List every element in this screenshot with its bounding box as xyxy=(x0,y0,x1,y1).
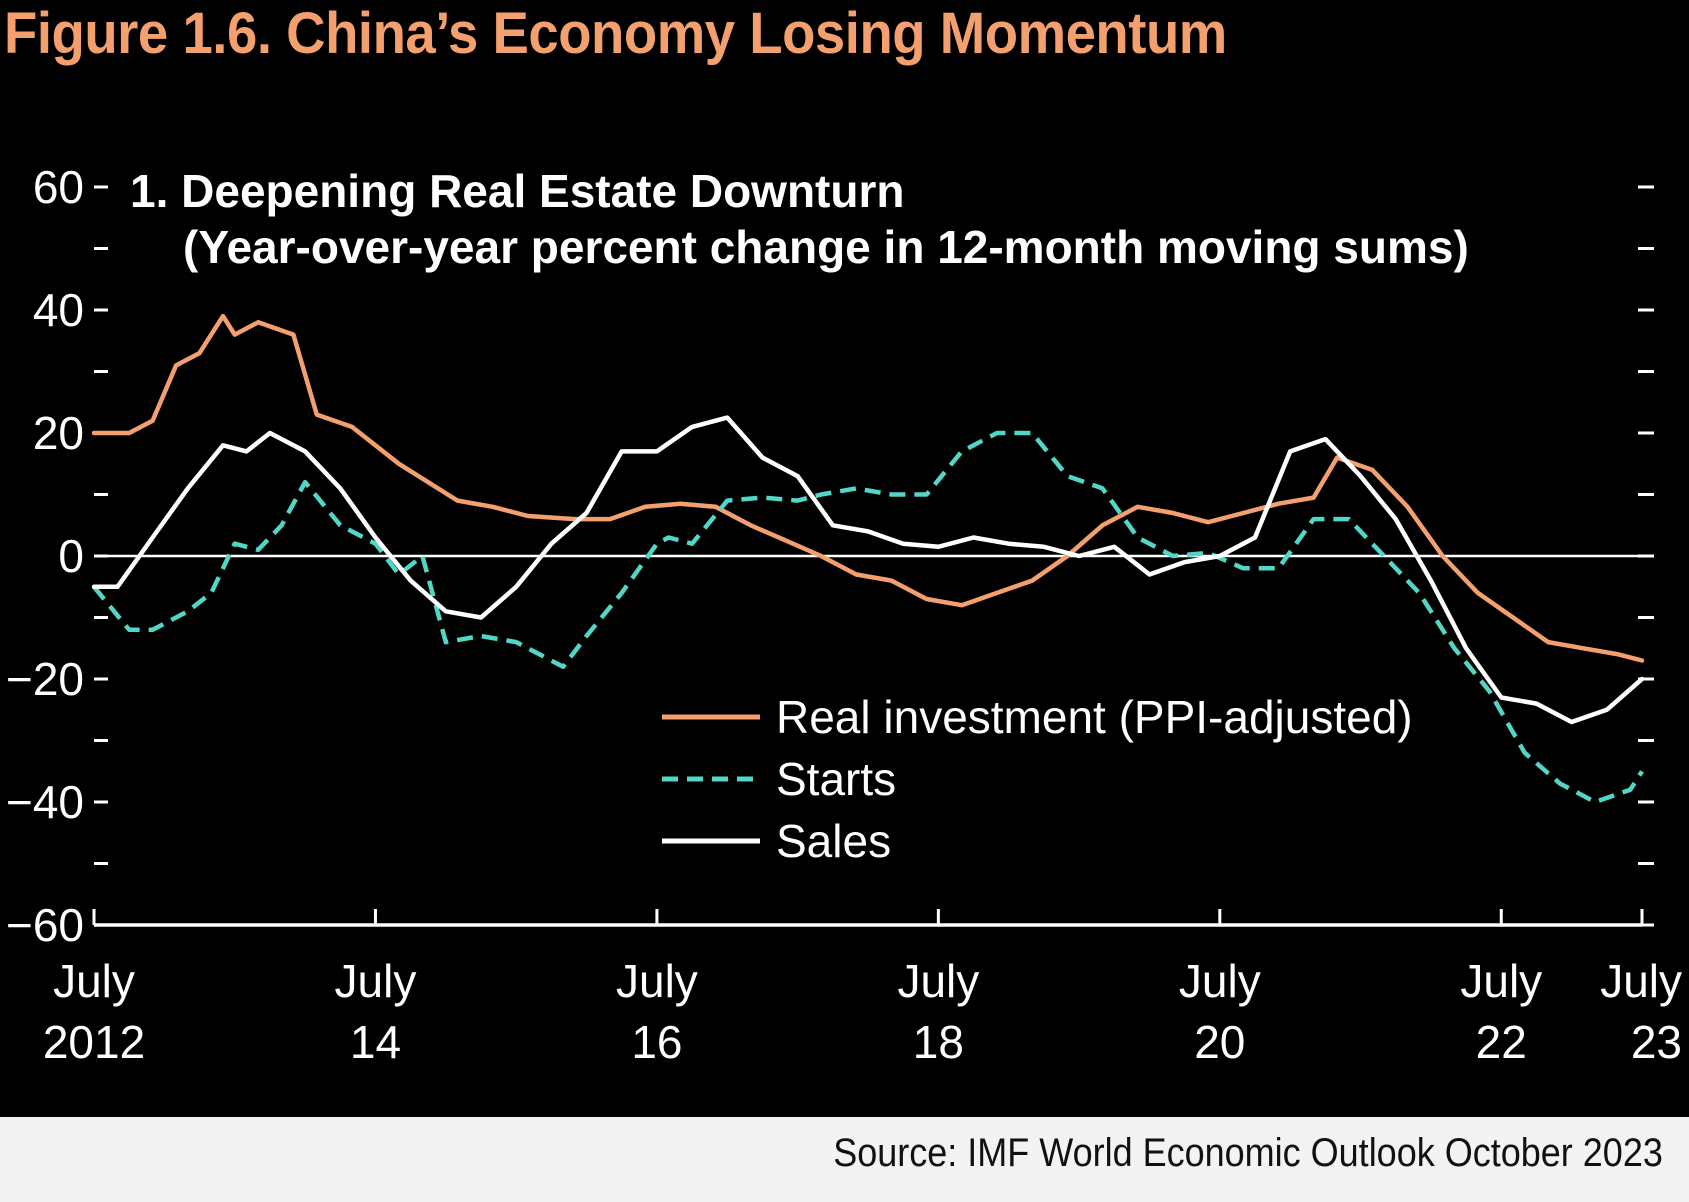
line-chart: 1. Deepening Real Estate Downturn (Year-… xyxy=(6,161,1682,1068)
chart-title: 1. Deepening Real Estate Downturn xyxy=(130,165,904,217)
x-tick-label: July xyxy=(53,955,135,1007)
x-tick-label: 18 xyxy=(913,1016,964,1068)
source-note: Source: IMF World Economic Outlook Octob… xyxy=(833,1131,1663,1175)
x-tick-label: July xyxy=(335,955,417,1007)
y-tick-label: −20 xyxy=(6,653,84,705)
series-line-sales xyxy=(91,415,1645,725)
series-lines xyxy=(91,313,1645,805)
x-tick-label: 2012 xyxy=(43,1016,145,1068)
x-tick-label: July xyxy=(1179,955,1261,1007)
x-tick-label: 20 xyxy=(1194,1016,1245,1068)
x-tick-label: July xyxy=(616,955,698,1007)
x-tick-label: 14 xyxy=(350,1016,401,1068)
y-tick-label: 0 xyxy=(58,530,84,582)
y-tick-label: 40 xyxy=(33,284,84,336)
y-tick-label: −40 xyxy=(6,776,84,828)
x-tick-label: 16 xyxy=(631,1016,682,1068)
x-tick-label: July xyxy=(1460,955,1542,1007)
legend-label: Starts xyxy=(776,753,896,805)
legend-label: Sales xyxy=(776,815,891,867)
chart-subtitle: (Year-over-year percent change in 12-mon… xyxy=(183,221,1469,273)
series-line-starts xyxy=(92,430,1644,805)
legend-label: Real investment (PPI-adjusted) xyxy=(776,691,1413,743)
legend: Real investment (PPI-adjusted) Starts Sale… xyxy=(662,691,1413,867)
x-tick-label: 22 xyxy=(1476,1016,1527,1068)
series-line-real-investment-ppi-adjusted xyxy=(91,313,1645,663)
x-tick-label: July xyxy=(897,955,979,1007)
y-tick-label: 60 xyxy=(33,161,84,213)
figure-title: Figure 1.6. China’s Economy Losing Momen… xyxy=(4,1,1227,66)
source-band: Source: IMF World Economic Outlook Octob… xyxy=(0,1117,1689,1202)
y-tick-label: 20 xyxy=(33,407,84,459)
x-tick-label: July xyxy=(1600,955,1682,1007)
x-tick-label: 23 xyxy=(1631,1016,1682,1068)
y-tick-label: −60 xyxy=(6,899,84,951)
axes: 6040200−20−40−60July2012July14July16July… xyxy=(6,161,1682,1068)
